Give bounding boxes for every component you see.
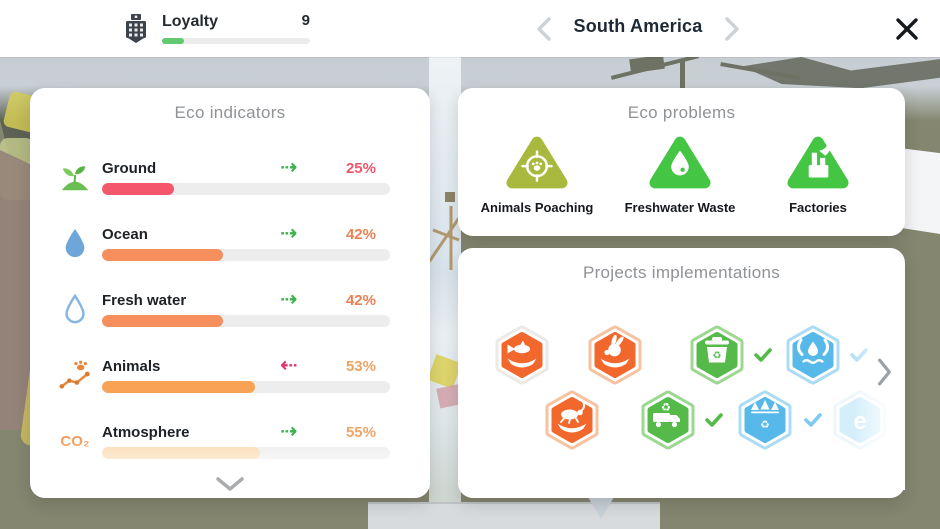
- indicator-row-ocean: Ocean ⇢ 42%: [58, 222, 390, 270]
- indicator-row-fresh-water: Fresh water ⇢ 42%: [58, 288, 390, 336]
- project-badge-recycle-bin[interactable]: ♻: [685, 323, 749, 387]
- indicator-bar: [102, 381, 390, 393]
- bg-shape: [429, 57, 461, 503]
- indicator-label: Fresh water: [102, 292, 187, 309]
- beetle-in-hand-icon: [557, 402, 587, 433]
- bg-shape: [600, 54, 810, 103]
- chevron-left-icon[interactable]: [536, 17, 552, 41]
- indicator-value: 42%: [345, 292, 376, 309]
- indicator-label: Ground: [102, 160, 157, 177]
- eco-partial-icon: e: [853, 408, 866, 435]
- indicator-value: 53%: [345, 358, 376, 375]
- water-drop-outline-icon: [58, 290, 92, 328]
- loyalty-building-icon: [126, 14, 146, 43]
- problem-label: Factories: [789, 200, 847, 215]
- panel-title: Eco problems: [627, 103, 736, 122]
- top-bar: Loyalty 9 South America: [0, 0, 940, 57]
- indicator-label: Animals: [102, 358, 161, 375]
- indicator-label: Ocean: [102, 226, 148, 243]
- indicator-value: 42%: [345, 226, 376, 243]
- check-icon: [705, 413, 723, 427]
- indicator-bar-fill: [102, 447, 261, 459]
- project-badge-forest-recycle[interactable]: ♻: [733, 388, 797, 452]
- poaching-target-paw-icon: [506, 136, 568, 189]
- projects-panel: Projects implementations: [458, 248, 905, 498]
- project-badge-hands-water[interactable]: [781, 323, 845, 387]
- recycle-truck-icon: ♻: [653, 402, 680, 428]
- region-navigation: South America: [528, 12, 768, 46]
- sprout-icon: [58, 158, 92, 196]
- region-title: South America: [573, 16, 703, 36]
- chevron-right-icon[interactable]: [724, 17, 740, 41]
- indicator-row-ground: Ground ⇢ 25%: [58, 156, 390, 204]
- indicator-bar-fill: [102, 381, 255, 393]
- project-badge-fish[interactable]: [490, 323, 554, 387]
- chevron-right-icon[interactable]: [877, 358, 893, 386]
- svg-text:♻: ♻: [713, 351, 722, 362]
- indicator-bar: [102, 249, 390, 261]
- paw-trend-icon: [58, 356, 92, 394]
- check-icon: [754, 348, 772, 362]
- indicator-row-animals: Animals ⇠ 53%: [58, 354, 390, 402]
- project-badge-partial[interactable]: e: [828, 388, 892, 452]
- check-icon: [804, 413, 822, 427]
- bg-shape: [368, 502, 660, 529]
- eco-problems-panel: Eco problems Animals Poaching Freshwater: [458, 88, 905, 236]
- problem-factories[interactable]: Factories: [743, 132, 893, 215]
- problem-label: Animals Poaching: [480, 200, 594, 215]
- co2-icon: CO₂: [60, 432, 90, 450]
- trend-arrow-icon: ⇢: [280, 420, 298, 443]
- indicator-bar-fill: [102, 183, 174, 195]
- freshwater-drop-icon: [649, 136, 711, 189]
- bg-crane: [429, 192, 461, 270]
- indicator-value: 55%: [345, 424, 376, 441]
- indicator-bar-fill: [102, 315, 223, 327]
- panel-title: Eco indicators: [174, 103, 286, 122]
- indicator-label: Atmosphere: [102, 424, 190, 441]
- problem-animals-poaching[interactable]: Animals Poaching: [462, 132, 612, 215]
- loyalty-value: 9: [301, 12, 310, 29]
- project-badge-recycle-truck[interactable]: ♻: [636, 388, 700, 452]
- fish-in-hand-icon: [507, 340, 537, 368]
- problem-freshwater-waste[interactable]: Freshwater Waste: [605, 132, 755, 215]
- trend-arrow-icon: ⇠: [280, 354, 298, 377]
- loyalty-progress-fill: [162, 38, 185, 44]
- hands-water-icon: [797, 338, 829, 364]
- indicator-bar-fill: [102, 249, 223, 261]
- indicator-bar: [102, 183, 390, 195]
- indicator-row-atmosphere: CO₂ Atmosphere ⇢ 55%: [58, 420, 390, 468]
- water-drop-filled-icon: [58, 224, 92, 262]
- trend-arrow-icon: ⇢: [280, 288, 298, 311]
- recycle-bin-icon: [705, 337, 729, 363]
- svg-text:♻: ♻: [760, 419, 769, 431]
- rabbit-in-hand-icon: [600, 334, 630, 368]
- indicator-value: 25%: [345, 160, 376, 177]
- close-icon[interactable]: [894, 16, 920, 42]
- eco-indicators-panel: Eco indicators Ground ⇢ 25%: [30, 88, 430, 498]
- chevron-down-icon[interactable]: [215, 476, 245, 492]
- panel-title: Projects implementations: [582, 263, 781, 282]
- svg-text:♻: ♻: [661, 402, 671, 414]
- loyalty-label: Loyalty: [162, 13, 219, 30]
- project-badge-rabbit[interactable]: [583, 323, 647, 387]
- check-icon: [850, 348, 868, 362]
- loyalty-widget[interactable]: Loyalty 9: [120, 10, 320, 50]
- loyalty-progress-bar: [162, 38, 310, 44]
- project-badge-beetle[interactable]: [540, 388, 604, 452]
- forest-recycle-icon: ♻: [751, 400, 779, 431]
- indicator-bar: [102, 447, 390, 459]
- indicator-bar: [102, 315, 390, 327]
- trend-arrow-icon: ⇢: [280, 156, 298, 179]
- panel-pointer-tail: [588, 497, 614, 519]
- trend-arrow-icon: ⇢: [280, 222, 298, 245]
- problem-label: Freshwater Waste: [624, 200, 736, 215]
- factory-icon: [787, 136, 849, 189]
